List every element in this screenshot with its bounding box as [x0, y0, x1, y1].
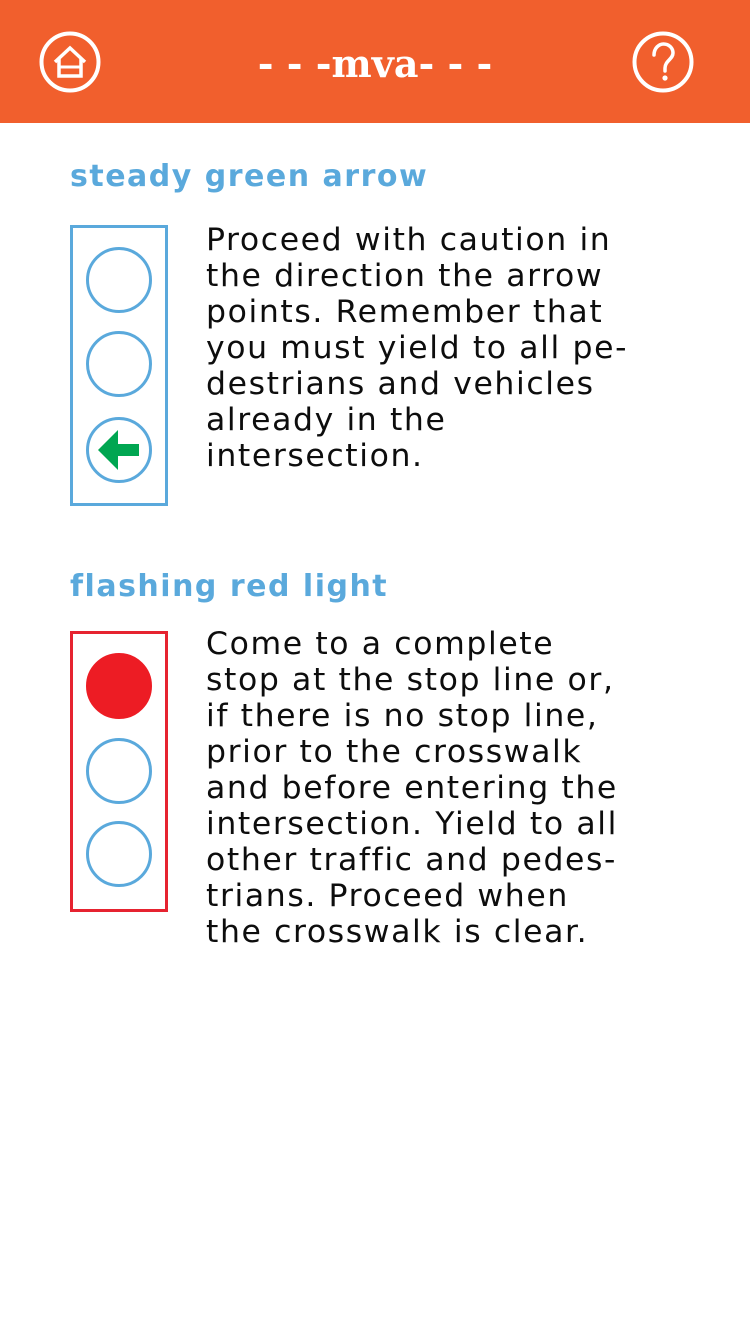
- description-line: Proceed with caution in: [206, 222, 612, 258]
- description-line: trians. Proceed when: [206, 878, 569, 914]
- section-title-steady-green-arrow: steady green arrow: [70, 159, 429, 194]
- signal-light-middle: [86, 331, 152, 397]
- signal-light-top: [86, 247, 152, 313]
- description-line: the direction the arrow: [206, 258, 604, 294]
- question-mark-icon: [632, 31, 694, 93]
- home-icon: [39, 31, 101, 93]
- signal-light-top-red: [86, 653, 152, 719]
- description-line: stop at the stop line or,: [206, 662, 615, 698]
- description-line: you must yield to all pe-: [206, 330, 629, 366]
- home-button[interactable]: [39, 31, 101, 93]
- traffic-signal-flashing-red-light: [70, 631, 168, 912]
- signal-light-bottom-green-arrow: [86, 417, 152, 483]
- description-line: the crosswalk is clear.: [206, 914, 589, 950]
- section-title-flashing-red-light: flashing red light: [70, 569, 389, 604]
- description-line: intersection. Yield to all: [206, 806, 618, 842]
- help-button[interactable]: [632, 31, 694, 93]
- description-line: other traffic and pedes-: [206, 842, 618, 878]
- description-line: and before entering the: [206, 770, 618, 806]
- description-steady-green-arrow: Proceed with caution in the direction th…: [206, 222, 666, 474]
- description-line: destrians and vehicles: [206, 366, 595, 402]
- traffic-signal-steady-green-arrow: [70, 225, 168, 506]
- description-line: already in the: [206, 402, 447, 438]
- signal-light-bottom: [86, 821, 152, 887]
- description-line: points. Remember that: [206, 294, 604, 330]
- signal-light-middle: [86, 738, 152, 804]
- app-title: - - -mva- - -: [257, 41, 493, 86]
- description-line: prior to the crosswalk: [206, 734, 583, 770]
- description-line: if there is no stop line,: [206, 698, 599, 734]
- description-line: Come to a complete: [206, 626, 555, 662]
- green-left-arrow-icon: [98, 430, 139, 470]
- app-header: - - -mva- - -: [0, 0, 750, 123]
- description-line: intersection.: [206, 438, 424, 474]
- description-flashing-red-light: Come to a complete stop at the stop line…: [206, 626, 666, 950]
